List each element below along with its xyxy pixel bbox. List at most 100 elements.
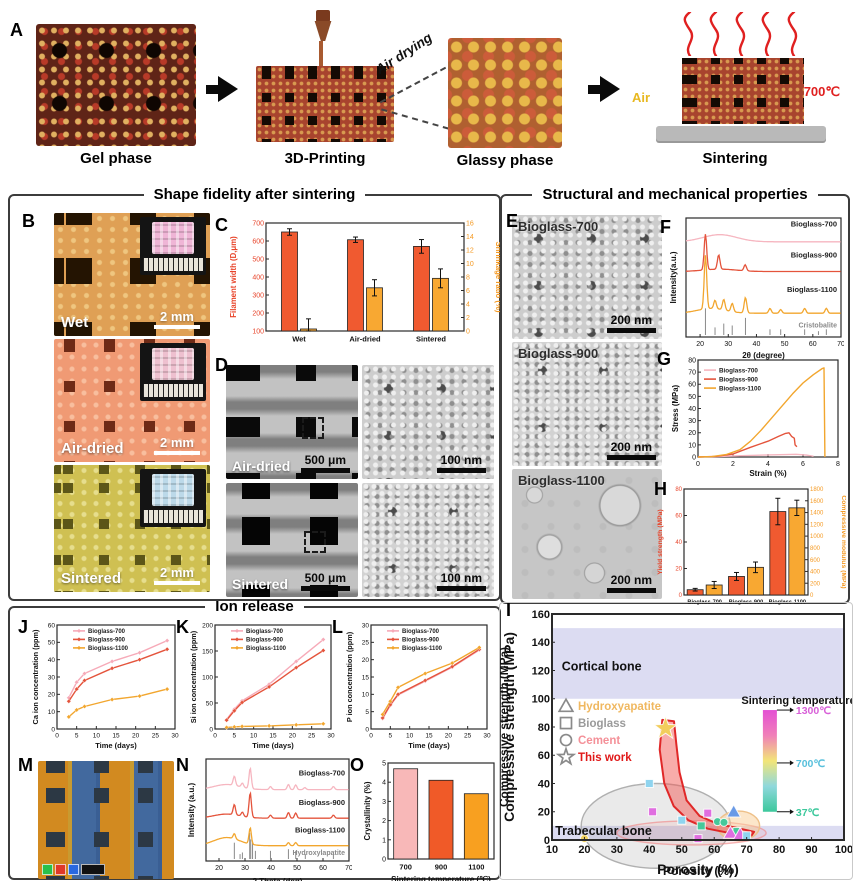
svg-text:50: 50 xyxy=(206,700,214,707)
svg-text:Yield strength (MPa): Yield strength (MPa) xyxy=(657,509,664,574)
svg-text:400: 400 xyxy=(810,570,821,576)
section-title-structural: Structural and mechanical properties xyxy=(542,186,808,203)
section-title-ion: Ion release xyxy=(215,598,294,615)
sintering-image: Air 700℃ xyxy=(630,12,840,148)
svg-text:100: 100 xyxy=(835,844,852,856)
svg-text:40: 40 xyxy=(675,540,682,546)
svg-text:Bioglass-700: Bioglass-700 xyxy=(791,219,837,228)
panel-i-frame xyxy=(499,602,853,880)
svg-text:40: 40 xyxy=(538,778,550,790)
scale-bar: 2 mm xyxy=(154,309,200,329)
sem-bioglass-700: Bioglass-700 200 nm xyxy=(512,215,662,339)
svg-text:30: 30 xyxy=(362,622,370,629)
svg-text:Strain (%): Strain (%) xyxy=(749,469,787,478)
svg-text:8: 8 xyxy=(466,274,470,281)
chart-ca-release: 0 5 10 15 20 25 30 0 10 20 30 40 50 60 Ca ion concentr… xyxy=(30,621,180,756)
gel-phase-caption: Gel phase xyxy=(80,150,152,167)
svg-text:25: 25 xyxy=(152,733,160,740)
svg-text:Shrinkage ratio (%): Shrinkage ratio (%) xyxy=(494,241,500,312)
svg-text:60: 60 xyxy=(319,865,327,872)
svg-text:0: 0 xyxy=(51,726,55,733)
svg-text:37℃: 37℃ xyxy=(796,807,820,819)
svg-text:Bioglass-700: Bioglass-700 xyxy=(402,629,440,635)
scale-bar: 200 nm xyxy=(606,313,656,333)
svg-text:20: 20 xyxy=(688,430,696,437)
gel-phase-image xyxy=(36,24,196,146)
svg-text:200: 200 xyxy=(252,310,264,317)
platform xyxy=(656,126,826,141)
svg-text:10: 10 xyxy=(546,844,558,856)
svg-text:50: 50 xyxy=(48,640,56,647)
svg-text:80: 80 xyxy=(538,722,550,734)
svg-text:50: 50 xyxy=(293,865,301,872)
panel-letter-h: H xyxy=(654,479,667,499)
sintering-caption: Sintering xyxy=(702,150,768,167)
svg-text:900: 900 xyxy=(435,863,448,872)
svg-text:Cement: Cement xyxy=(578,735,620,747)
svg-text:6: 6 xyxy=(801,461,805,468)
svg-text:1300℃: 1300℃ xyxy=(796,705,831,717)
svg-text:Bioglass-700: Bioglass-700 xyxy=(299,768,345,777)
svg-text:0: 0 xyxy=(696,461,700,468)
scale-bar: 100 nm xyxy=(436,571,486,591)
panel-letter-e: E xyxy=(506,211,519,231)
photo-label: Wet xyxy=(61,314,89,331)
zoom-region-box xyxy=(304,531,326,553)
svg-text:200: 200 xyxy=(202,622,213,629)
scaffold-pores xyxy=(38,761,174,879)
scale-bar: 100 nm xyxy=(436,453,486,473)
svg-text:15: 15 xyxy=(112,733,120,740)
svg-text:Hydroxylapatite: Hydroxylapatite xyxy=(292,850,345,857)
svg-text:80: 80 xyxy=(675,487,682,493)
ruler-icon xyxy=(143,258,203,271)
svg-text:100: 100 xyxy=(202,674,213,681)
svg-text:700: 700 xyxy=(399,863,412,872)
svg-text:4: 4 xyxy=(382,780,386,787)
svg-text:40: 40 xyxy=(267,865,275,872)
nozzle-icon xyxy=(316,10,330,22)
sem-label: Bioglass-700 xyxy=(518,219,599,234)
scale-bar: 500 μm xyxy=(300,571,350,591)
svg-text:Bioglass-900: Bioglass-900 xyxy=(88,638,126,644)
svg-text:90: 90 xyxy=(805,844,817,856)
air-label: Air xyxy=(632,90,651,105)
sem-label: Air-dried xyxy=(232,458,291,474)
svg-text:20: 20 xyxy=(675,567,682,573)
group-shape-fidelity: Shape fidelity after sintering B Wet 2 m… xyxy=(8,186,503,601)
panel-letter-j: J xyxy=(18,617,29,637)
svg-text:Bioglass-900: Bioglass-900 xyxy=(791,250,837,259)
svg-text:1100: 1100 xyxy=(468,863,484,872)
svg-text:Bioglass-900: Bioglass-900 xyxy=(246,638,284,644)
svg-text:30: 30 xyxy=(611,844,623,856)
map-scale-chip xyxy=(81,864,105,875)
svg-text:Air-dried: Air-dried xyxy=(349,335,381,344)
svg-text:Ca ion concentration (ppm): Ca ion concentration (ppm) xyxy=(31,629,40,724)
svg-text:5: 5 xyxy=(382,760,386,767)
svg-text:30: 30 xyxy=(483,733,491,740)
photo-sintered-inset xyxy=(140,469,206,527)
section-title-shape: Shape fidelity after sintering xyxy=(153,186,356,203)
svg-text:700: 700 xyxy=(252,220,264,227)
svg-text:70: 70 xyxy=(688,370,696,377)
svg-text:50: 50 xyxy=(781,341,789,348)
sem-sintered: Sintered 500 μm xyxy=(226,483,358,597)
svg-text:600: 600 xyxy=(252,238,264,245)
ruler-icon xyxy=(143,384,203,397)
panel-letter-a: A xyxy=(10,20,23,40)
svg-text:4: 4 xyxy=(766,461,770,468)
svg-text:Porosity (%): Porosity (%) xyxy=(657,861,739,877)
svg-text:1400: 1400 xyxy=(810,511,824,517)
svg-text:Sintered: Sintered xyxy=(416,335,446,344)
svg-text:800: 800 xyxy=(810,546,821,552)
sem-label: Sintered xyxy=(232,576,289,592)
sem-label: Bioglass-1100 xyxy=(518,473,605,488)
panel-letter-o: O xyxy=(350,755,365,775)
svg-text:600: 600 xyxy=(810,558,821,564)
svg-text:10: 10 xyxy=(48,709,56,716)
svg-text:Time (days): Time (days) xyxy=(408,741,450,750)
svg-text:50: 50 xyxy=(688,394,696,401)
chart-strength-porosity-map: Cortical bone Trabecular bone Hydroxyapati… xyxy=(497,606,854,881)
svg-text:1000: 1000 xyxy=(810,534,824,540)
sem-label: Bioglass-900 xyxy=(518,346,599,361)
svg-text:60: 60 xyxy=(708,844,720,856)
